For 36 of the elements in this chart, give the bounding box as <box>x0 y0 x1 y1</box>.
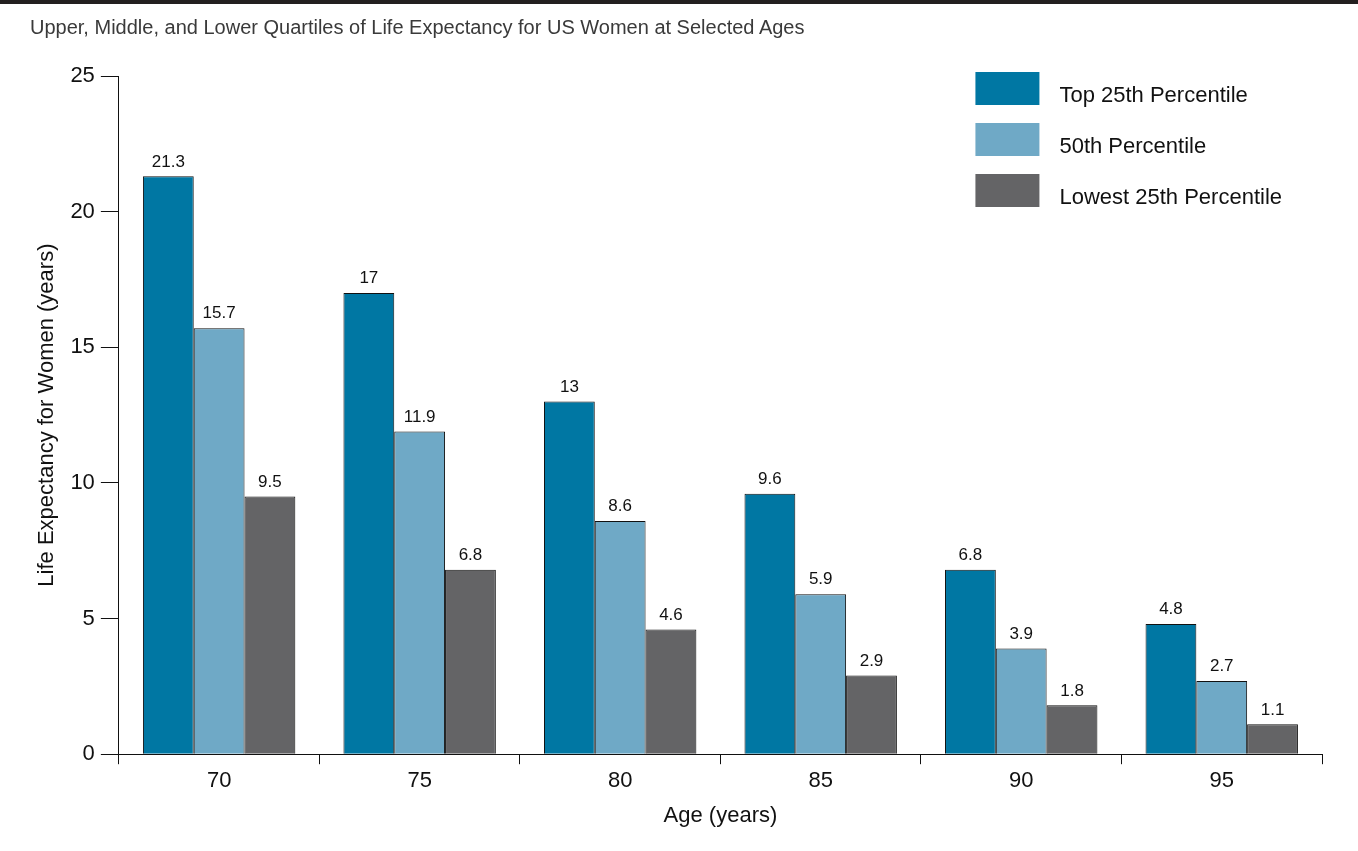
data-label: 6.8 <box>458 544 483 564</box>
data-label: 4.8 <box>1159 599 1183 619</box>
y-tick-label: 25 <box>70 62 95 88</box>
y-axis-title: Life Expectancy for Women (years) <box>33 243 59 587</box>
data-label: 8.6 <box>608 496 632 516</box>
legend-label: Lowest 25th Percentile <box>1059 184 1282 210</box>
data-label: 17 <box>359 268 379 288</box>
x-tick-label: 75 <box>407 767 432 793</box>
data-label: 15.7 <box>202 303 236 323</box>
y-tick-label: 5 <box>82 604 95 630</box>
data-label: 9.6 <box>758 468 782 488</box>
data-label: 1.8 <box>1060 680 1084 700</box>
x-axis-title: Age (years) <box>663 801 778 827</box>
data-label: 3.9 <box>1009 623 1034 643</box>
data-label: 11.9 <box>403 406 436 426</box>
data-label: 2.9 <box>859 650 884 670</box>
x-tick-label: 95 <box>1209 767 1234 793</box>
legend-label: 50th Percentile <box>1059 133 1207 159</box>
data-label: 6.8 <box>958 544 983 564</box>
data-label: 1.1 <box>1260 699 1285 719</box>
x-tick-label: 90 <box>1008 767 1034 793</box>
data-label: 9.5 <box>258 471 282 491</box>
legend-label: Top 25th Percentile <box>1059 82 1248 108</box>
data-label: 13 <box>559 376 579 396</box>
data-label: 4.6 <box>659 604 683 624</box>
chart-title: Upper, Middle, and Lower Quartiles of Life Expectancy for US Women at Selected Ages <box>30 16 805 39</box>
data-label: 5.9 <box>808 569 833 589</box>
x-tick-label: 85 <box>808 767 833 793</box>
x-tick-label: 80 <box>607 767 633 793</box>
data-label: 2.7 <box>1209 656 1234 676</box>
x-tick-label: 70 <box>206 767 232 793</box>
y-tick-label: 20 <box>70 197 95 223</box>
data-label: 21.3 <box>151 151 185 171</box>
y-tick-label: 10 <box>70 468 95 494</box>
y-tick-label: 0 <box>82 740 95 766</box>
y-tick-label: 15 <box>70 333 95 359</box>
